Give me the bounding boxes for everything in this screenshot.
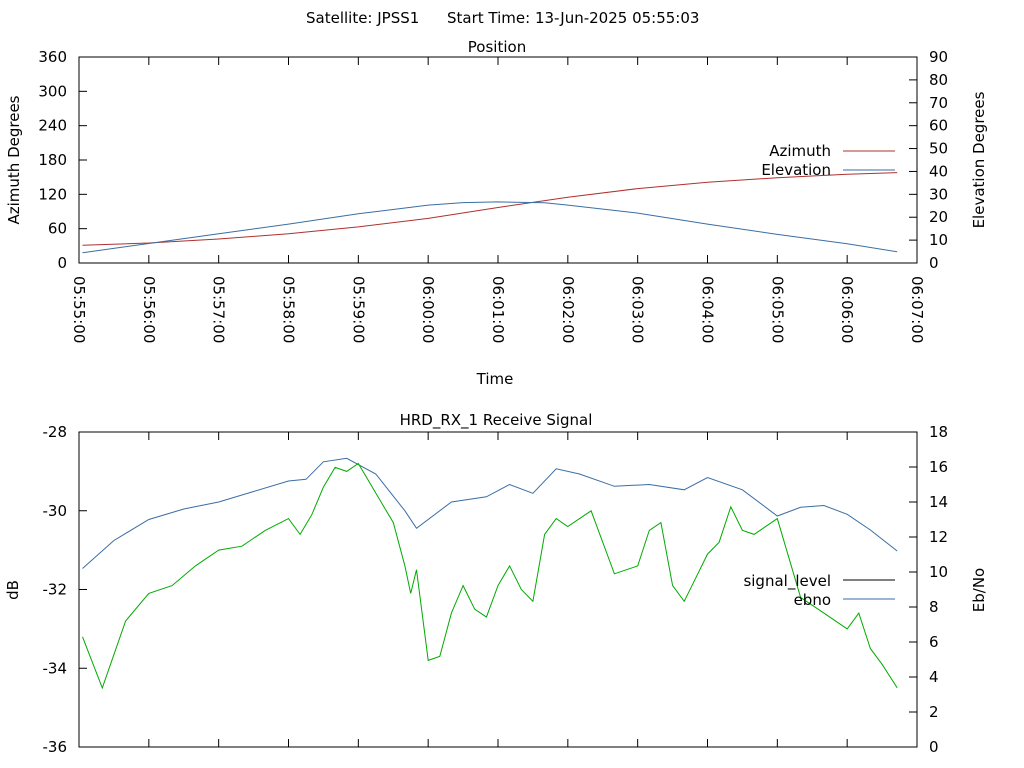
right-tick-label: 0 <box>929 254 939 272</box>
right-tick-label: 2 <box>929 703 939 721</box>
position-x-axis-label: Time <box>476 370 514 388</box>
left-tick-label: 0 <box>57 254 67 272</box>
right-tick-label: 8 <box>929 598 939 616</box>
pos-series-line-1 <box>82 201 898 254</box>
right-tick-label: 18 <box>929 423 948 441</box>
signal-chart-title: HRD_RX_1 Receive Signal <box>400 411 593 430</box>
right-tick-label: 12 <box>929 528 948 546</box>
left-tick-label: -28 <box>43 423 68 441</box>
right-tick-label: 0 <box>929 738 939 756</box>
position-y2-axis-label: Elevation Degrees <box>970 91 988 228</box>
signal-time-axis <box>78 432 918 747</box>
right-tick-label: 80 <box>929 71 948 89</box>
signal-y2-axis-label: Eb/No <box>970 568 988 612</box>
left-tick-label: 60 <box>48 220 67 238</box>
start-time-label: Start Time: 13-Jun-2025 05:55:03 <box>447 9 699 27</box>
signal-y-axis-label: dB <box>4 580 22 600</box>
left-tick-label: 300 <box>38 82 67 100</box>
time-tick-label: 05:59:00 <box>349 276 367 343</box>
left-tick-label: -30 <box>43 502 68 520</box>
time-tick-label: 06:05:00 <box>768 276 786 343</box>
time-tick-label: 05:57:00 <box>210 276 228 343</box>
left-tick-label: -34 <box>43 659 68 677</box>
time-tick-label: 06:04:00 <box>699 276 717 343</box>
time-tick-label: 06:01:00 <box>489 276 507 343</box>
position-chart: Position 0 60 120 180 240 300 360 0 10 20 30 40 50 6… <box>5 38 988 388</box>
right-tick-label: 16 <box>929 458 948 476</box>
legend-elevation-label: Elevation <box>761 161 831 179</box>
signal-left-axis: -36 -34 -32 -30 -28 <box>43 423 87 756</box>
position-plot-frame <box>78 56 918 264</box>
time-tick-label: 05:58:00 <box>280 276 298 343</box>
pos-series-line-0 <box>82 172 898 246</box>
signal-right-axis: 0 2 4 6 8 10 12 14 16 18 <box>909 423 948 756</box>
sig-series-line-1 <box>82 457 898 569</box>
right-tick-label: 10 <box>929 563 948 581</box>
time-tick-label: 06:07:00 <box>908 276 926 343</box>
sig-series-line-2 <box>82 462 898 690</box>
right-tick-label: 60 <box>929 117 948 135</box>
time-tick-label: 06:00:00 <box>419 276 437 343</box>
time-tick-label: 06:02:00 <box>559 276 577 343</box>
position-right-axis: 0 10 20 30 40 50 60 70 80 90 <box>909 48 948 272</box>
left-tick-label: 240 <box>38 117 67 135</box>
left-tick-label: -36 <box>43 738 68 756</box>
right-tick-label: 70 <box>929 94 948 112</box>
right-tick-label: 10 <box>929 231 948 249</box>
right-tick-label: 40 <box>929 162 948 180</box>
position-time-axis: 05:55:00 05:56:00 05:57:00 05:58:00 05:59:00… <box>70 57 926 343</box>
signal-series <box>82 457 898 690</box>
signal-chart: HRD_RX_1 Receive Signal -36-34-32-30-28 … <box>4 411 988 756</box>
signal-legend: signal_level ebno <box>743 572 895 609</box>
position-legend: Azimuth Elevation <box>761 142 895 179</box>
time-tick-label: 05:55:00 <box>70 276 88 343</box>
legend-signal-level-label: signal_level <box>743 572 831 591</box>
position-y-axis-label: Azimuth Degrees <box>5 95 23 224</box>
right-tick-label: 90 <box>929 48 948 66</box>
left-tick-label: 180 <box>38 151 67 169</box>
right-tick-label: 14 <box>929 493 948 511</box>
right-tick-label: 20 <box>929 208 948 226</box>
position-series <box>82 172 898 254</box>
left-tick-label: -32 <box>43 581 68 599</box>
time-tick-label: 06:03:00 <box>629 276 647 343</box>
left-tick-label: 360 <box>38 48 67 66</box>
legend-ebno-label: ebno <box>794 591 831 609</box>
satellite-label: Satellite: JPSS1 <box>306 9 419 27</box>
right-tick-label: 30 <box>929 185 948 203</box>
time-tick-label: 06:06:00 <box>838 276 856 343</box>
right-tick-label: 50 <box>929 140 948 158</box>
right-tick-label: 6 <box>929 633 939 651</box>
left-tick-label: 120 <box>38 185 67 203</box>
time-tick-label: 05:56:00 <box>140 276 158 343</box>
right-tick-label: 4 <box>929 668 939 686</box>
position-chart-title: Position <box>468 38 526 56</box>
legend-azimuth-label: Azimuth <box>769 142 831 160</box>
position-left-axis: 0 60 120 180 240 300 360 <box>38 48 87 272</box>
